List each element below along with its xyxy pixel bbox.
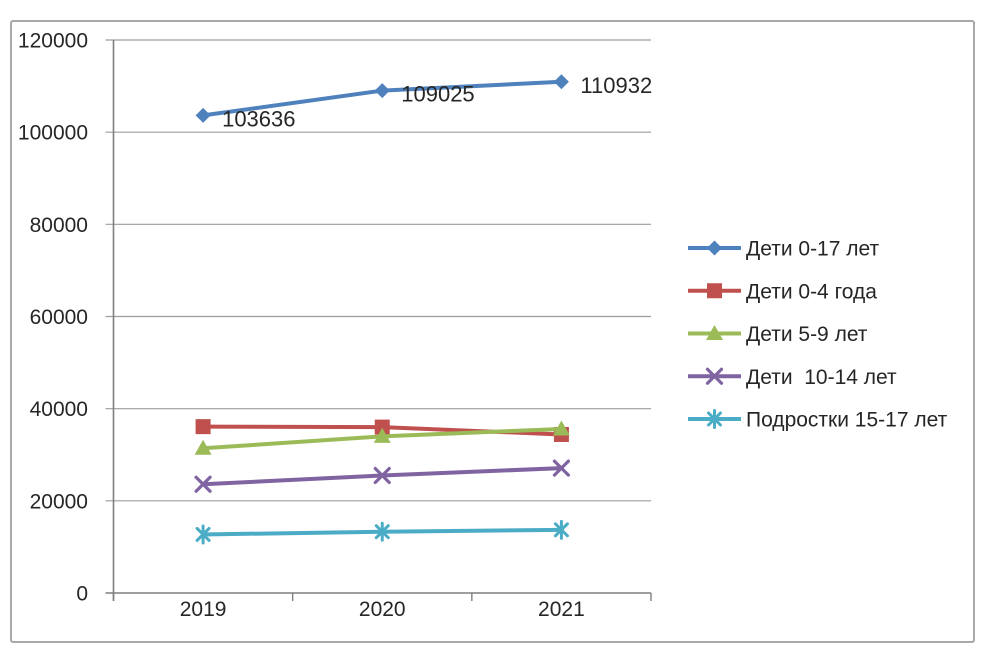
x-tick-label: 2021 bbox=[538, 598, 585, 621]
series-4-marker-asterisk-icon bbox=[374, 524, 390, 540]
series-3-marker-x-icon bbox=[194, 475, 212, 493]
series-0-marker-diamond-icon bbox=[195, 107, 211, 123]
y-tick-label: 20000 bbox=[30, 490, 88, 513]
y-tick-label: 80000 bbox=[30, 214, 88, 237]
x-tick-label: 2020 bbox=[359, 598, 406, 621]
data-label: 103636 bbox=[222, 106, 295, 131]
y-tick-label: 40000 bbox=[30, 398, 88, 421]
legend-label: Дети 0-4 года bbox=[746, 280, 877, 303]
series-0-marker-diamond-icon bbox=[374, 83, 390, 99]
legend-marker-triangle-icon bbox=[706, 325, 723, 340]
legend-label: Дети 0-17 лет bbox=[746, 238, 879, 261]
legend-marker-asterisk-icon bbox=[707, 411, 722, 427]
series-3-marker-x-icon bbox=[552, 459, 571, 477]
series-0-marker-diamond-icon bbox=[553, 74, 569, 90]
series-1-marker-square-icon bbox=[195, 419, 211, 435]
y-tick-label: 0 bbox=[76, 583, 88, 606]
series-2-marker-triangle-icon bbox=[552, 420, 570, 436]
y-tick-label: 120000 bbox=[18, 30, 88, 53]
x-tick-label: 2019 bbox=[180, 598, 227, 621]
legend-label: Подростки 15-17 лет bbox=[746, 409, 948, 432]
legend-marker-diamond-icon bbox=[707, 240, 722, 256]
series-4-marker-asterisk-icon bbox=[553, 522, 569, 538]
series-1-marker-square-icon bbox=[374, 419, 390, 435]
data-label: 110932 bbox=[580, 73, 652, 98]
series-2-marker-triangle-icon bbox=[194, 439, 212, 455]
y-tick-label: 100000 bbox=[18, 122, 88, 145]
series-3-marker-x-icon bbox=[373, 466, 391, 485]
chart-frame bbox=[10, 20, 975, 643]
legend-marker-square-icon bbox=[707, 283, 722, 299]
series-2-marker-triangle-icon bbox=[373, 427, 391, 443]
legend-label: Дети 5-9 лет bbox=[746, 323, 868, 346]
y-tick-label: 60000 bbox=[30, 306, 88, 329]
legend-label: Дети 10-14 лет bbox=[746, 366, 897, 389]
data-label: 109025 bbox=[401, 82, 474, 107]
legend-marker-x-icon bbox=[705, 367, 724, 385]
series-4-marker-asterisk-icon bbox=[195, 526, 211, 542]
